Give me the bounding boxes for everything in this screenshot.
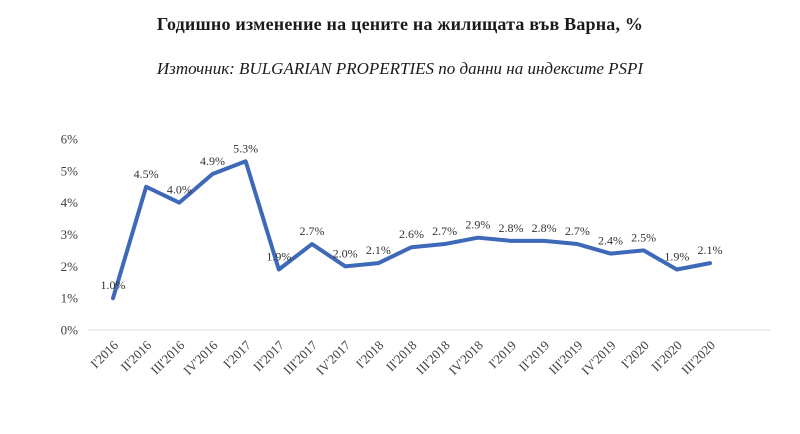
x-axis-label: IV'2019 bbox=[578, 338, 618, 378]
chart-area: 0% 1% 2% 3% 4% 5% 6% I'2016 II'2016 III'2016 IV'20… bbox=[0, 116, 800, 434]
x-axis-label: I'2019 bbox=[485, 338, 519, 372]
data-label: 2.6% bbox=[399, 227, 424, 241]
series-line bbox=[111, 159, 712, 301]
x-axis-label: IV'2017 bbox=[313, 337, 354, 378]
y-tick-label: 3% bbox=[61, 227, 79, 242]
x-axis-label: I'2016 bbox=[87, 337, 121, 371]
data-label: 4.5% bbox=[134, 167, 159, 181]
chart-title: Годишно изменение на цените на жилищата … bbox=[156, 14, 644, 34]
data-label: 2.8% bbox=[499, 221, 524, 235]
data-label: 2.5% bbox=[631, 230, 656, 244]
x-axis-label: III'2020 bbox=[678, 338, 718, 378]
data-label: 2.1% bbox=[698, 243, 723, 257]
x-axis-label: III'2016 bbox=[148, 337, 188, 377]
data-label: 2.8% bbox=[532, 221, 557, 235]
x-axis-label: III'2018 bbox=[413, 338, 453, 378]
y-tick-label: 5% bbox=[61, 163, 79, 178]
data-label: 5.3% bbox=[233, 141, 258, 155]
line-chart: 0%1%2%3%4%5%6%I'2016II'2016III'2016IV'20… bbox=[61, 132, 770, 378]
x-axis-label: III'2017 bbox=[280, 337, 320, 377]
y-tick-label: 6% bbox=[61, 132, 79, 147]
data-label: 1.9% bbox=[664, 250, 689, 264]
data-label: 2.4% bbox=[598, 234, 623, 248]
y-tick-label: 2% bbox=[61, 259, 79, 274]
data-label: 2.9% bbox=[465, 218, 490, 232]
data-label: 2.7% bbox=[300, 224, 325, 238]
data-label: 2.7% bbox=[565, 224, 590, 238]
x-axis-label: I'2017 bbox=[220, 337, 254, 371]
data-label: 2.1% bbox=[366, 243, 391, 257]
x-axis-label: III'2019 bbox=[546, 338, 586, 378]
x-axis-label: IV'2018 bbox=[446, 338, 486, 378]
data-label: 2.0% bbox=[333, 246, 358, 260]
y-tick-label: 4% bbox=[61, 195, 79, 210]
y-tick-label: 1% bbox=[61, 291, 79, 306]
x-axis-label: I'2020 bbox=[618, 338, 652, 372]
chart-subtitle: Източник: BULGARIAN PROPERTIES по данни … bbox=[156, 59, 644, 78]
data-label: 4.0% bbox=[167, 183, 192, 197]
data-label: 1.9% bbox=[266, 250, 291, 264]
y-tick-label: 0% bbox=[61, 323, 79, 338]
data-label: 4.9% bbox=[200, 154, 225, 168]
data-label: 2.7% bbox=[432, 224, 457, 238]
data-label: 1.0% bbox=[101, 278, 126, 292]
x-axis-label: I'2018 bbox=[353, 338, 387, 372]
x-axis-label: IV'2016 bbox=[180, 337, 221, 378]
